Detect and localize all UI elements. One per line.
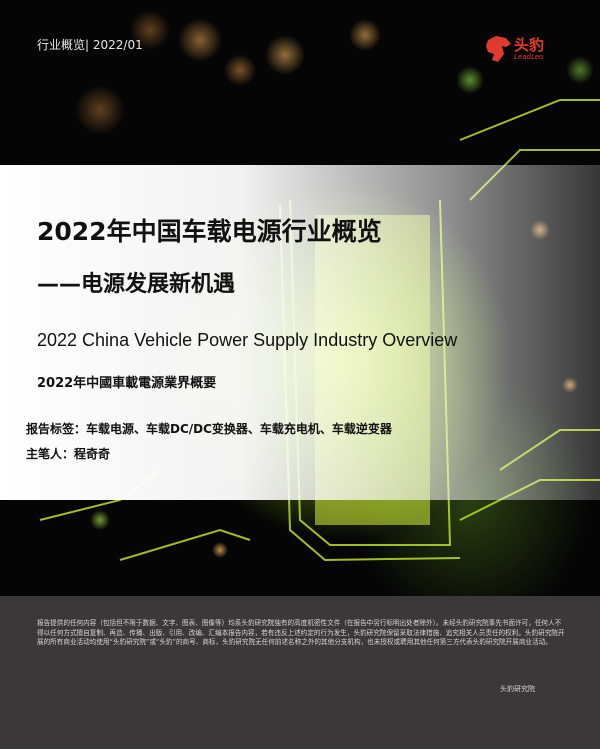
report-category: 行业概览|	[37, 38, 90, 52]
logo-name-en: LeadLeo	[514, 52, 544, 61]
report-title-english: 2022 China Vehicle Power Supply Industry…	[37, 330, 458, 350]
report-author: 主笔人：程奇奇	[26, 445, 110, 462]
logo-name-cn: 头豹	[514, 35, 545, 54]
leopard-head-icon	[486, 36, 511, 62]
report-header: 行业概览| 2022/01	[37, 36, 143, 53]
title-band	[0, 165, 600, 500]
report-title-traditional: 2022年中國車載電源業界概要	[37, 376, 217, 391]
report-subtitle: ——电源发展新机遇	[37, 272, 236, 297]
report-date: 2022/01	[92, 38, 143, 52]
footer-disclaimer-panel: 报告提供的任何内容（包括但不限于数据、文字、图表、图像等）均系头豹研究院独有的高…	[0, 596, 600, 749]
tags-value: 车载电源、车载DC/DC变换器、车载充电机、车载逆变器	[86, 422, 392, 436]
report-title: 2022年中国车载电源行业概览	[37, 217, 382, 246]
leadleo-logo: 头豹 LeadLeo	[484, 34, 544, 64]
tags-label: 报告标签：	[26, 422, 87, 436]
disclaimer-text: 报告提供的任何内容（包括但不限于数据、文字、图表、图像等）均系头豹研究院独有的高…	[37, 619, 565, 647]
institute-name: 头豹研究院	[500, 685, 535, 693]
author-label: 主笔人：	[26, 447, 75, 461]
author-name: 程奇奇	[74, 447, 111, 461]
report-tags: 报告标签：车载电源、车载DC/DC变换器、车载充电机、车载逆变器	[26, 420, 392, 437]
